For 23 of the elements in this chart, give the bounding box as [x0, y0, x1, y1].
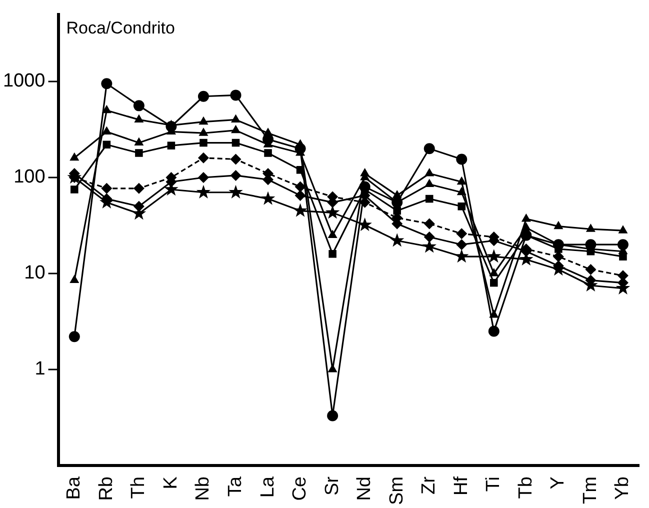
- x-tick-label: La: [257, 476, 278, 498]
- x-tick-label: Yb: [612, 476, 634, 500]
- x-tick-label: Y: [548, 476, 569, 490]
- x-tick-label: Sr: [322, 476, 343, 496]
- x-tick-label: Ce: [290, 476, 311, 501]
- y-tick-label: 100: [14, 166, 46, 188]
- x-tick-label: Ta: [224, 476, 246, 497]
- x-tick-label: Th: [128, 476, 150, 499]
- x-tick-label: Nb: [192, 476, 214, 501]
- x-tick-label: Rb: [96, 476, 117, 501]
- x-tick-label: Tb: [515, 476, 536, 499]
- x-tick-label: Zr: [418, 476, 440, 494]
- annotation: Roca/Condrito: [66, 18, 175, 38]
- x-tick-label: K: [160, 476, 182, 490]
- x-tick-label: Hf: [450, 476, 472, 496]
- y-tick-label: 1000: [2, 70, 46, 92]
- y-tick-label: 10: [24, 262, 46, 284]
- x-tick-label: Nd: [354, 476, 376, 501]
- x-tick-label: Ba: [64, 476, 85, 500]
- x-tick-label: Ti: [483, 476, 504, 492]
- y-tick-label: 1: [34, 358, 46, 380]
- x-tick-label: Tm: [580, 476, 601, 504]
- x-tick-label: Sm: [386, 476, 408, 505]
